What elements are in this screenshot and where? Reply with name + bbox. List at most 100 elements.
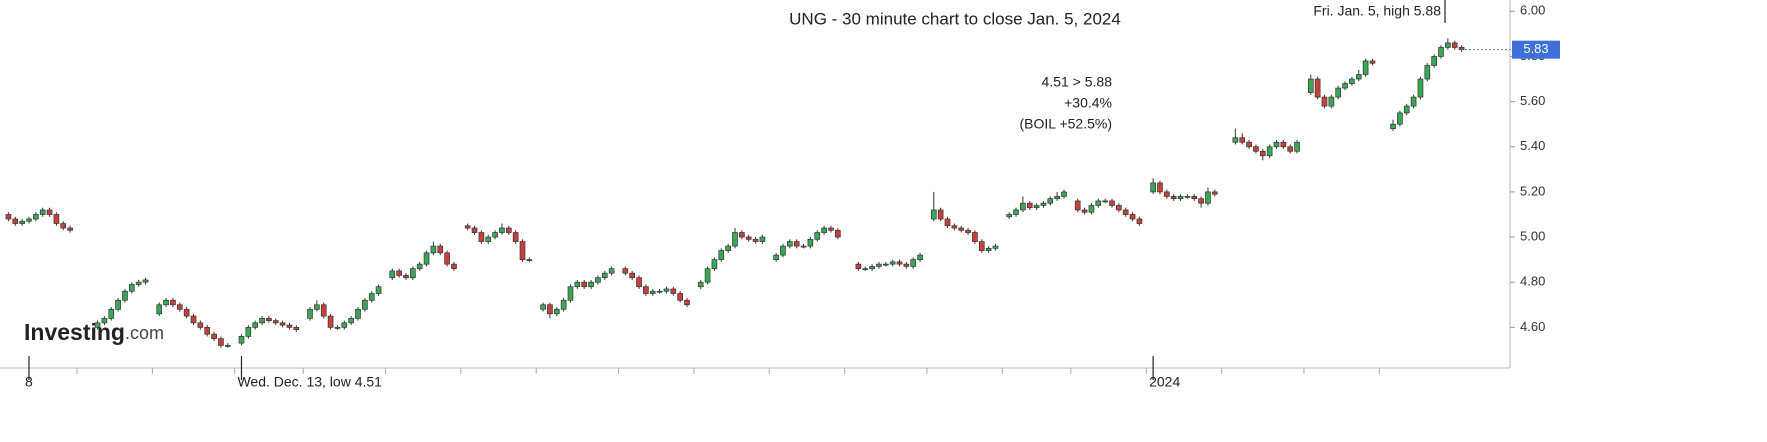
candle-body	[293, 327, 300, 330]
candle-body	[1335, 87, 1342, 98]
candle-body	[1451, 42, 1458, 48]
candle-body	[821, 227, 827, 233]
candle-body	[1177, 196, 1184, 200]
candle-body	[1390, 123, 1396, 130]
y-tick-label: 5.60	[1520, 93, 1545, 108]
annotation: +30.4%	[1064, 95, 1112, 111]
candle-body	[115, 299, 121, 310]
candle-body	[1191, 196, 1198, 200]
y-tick-label: 4.60	[1520, 319, 1545, 334]
candle-body	[1198, 198, 1204, 204]
candle-body	[1410, 96, 1417, 107]
candle-body	[108, 308, 115, 319]
candle-body	[834, 229, 841, 238]
candle-body	[649, 290, 656, 294]
candle-body	[526, 259, 533, 261]
candle-body	[1122, 209, 1129, 215]
candle-body	[485, 236, 492, 242]
candle-body	[965, 229, 971, 233]
candle-body	[574, 281, 581, 288]
candle-body	[327, 315, 334, 328]
candle-body	[1424, 65, 1431, 80]
candle-body	[1349, 78, 1355, 84]
candle-body	[471, 227, 478, 233]
candle-body	[286, 324, 293, 328]
candle-body	[128, 284, 135, 292]
candle-body	[1013, 209, 1019, 215]
candle-body	[896, 261, 903, 265]
candle-body	[560, 299, 567, 310]
candle-body	[903, 263, 910, 267]
candle-body	[451, 263, 457, 270]
candle-body	[1006, 214, 1012, 218]
candle-body	[732, 232, 738, 247]
candle-body	[1116, 205, 1122, 211]
candle-body	[992, 245, 999, 249]
candle-body	[135, 281, 142, 285]
candle-body	[67, 227, 73, 231]
candle-body	[1074, 200, 1081, 211]
candle-body	[334, 327, 341, 329]
candle-body	[793, 241, 800, 247]
candle-body	[1397, 112, 1403, 125]
candle-body	[601, 272, 608, 279]
candle-body	[1095, 200, 1102, 206]
candle-body	[1040, 202, 1047, 206]
candle-body	[314, 304, 320, 310]
candle-body	[218, 338, 224, 346]
y-tick-label: 6.00	[1520, 3, 1545, 18]
candle-body	[1342, 83, 1348, 89]
candle-body	[684, 299, 690, 306]
candle-body	[1061, 191, 1067, 197]
candle-body	[718, 250, 725, 260]
candle-body	[101, 317, 108, 324]
candle-body	[869, 266, 875, 270]
candle-body	[553, 308, 560, 315]
candle-body	[416, 263, 423, 270]
candle-body	[348, 317, 354, 324]
candle-body	[444, 252, 450, 265]
candle-body	[60, 223, 67, 229]
candle-body	[1307, 78, 1314, 93]
candle-body	[581, 281, 588, 288]
candle-body	[704, 268, 711, 283]
candle-body	[1266, 146, 1273, 157]
candle-body	[978, 241, 985, 251]
watermark: Investing.com	[24, 319, 164, 345]
candle-body	[94, 322, 101, 328]
candle-body	[176, 304, 183, 310]
candle-body	[1253, 146, 1259, 152]
candle-body	[636, 277, 642, 288]
candle-body	[862, 268, 869, 271]
candle-body	[396, 270, 402, 276]
candle-body	[567, 286, 574, 301]
candle-body	[368, 293, 375, 301]
candle-body	[725, 245, 731, 251]
candle-body	[752, 238, 759, 242]
candle-body	[46, 209, 53, 215]
candle-body	[26, 218, 32, 222]
candle-body	[1102, 200, 1108, 203]
candle-body	[629, 272, 636, 279]
candle-body	[375, 286, 382, 294]
candle-body	[499, 227, 505, 233]
candle-body	[163, 299, 169, 306]
candle-body	[787, 241, 793, 247]
candle-body	[245, 327, 252, 337]
candle-body	[1170, 196, 1177, 200]
candle-body	[437, 245, 444, 254]
candle-body	[478, 232, 485, 242]
candle-body	[547, 304, 553, 315]
candle-body	[122, 290, 128, 301]
candle-body	[170, 299, 176, 306]
candle-body	[423, 252, 430, 265]
candle-body	[807, 238, 814, 247]
candle-body	[279, 322, 286, 326]
candle-body	[1033, 205, 1040, 209]
candle-body	[362, 299, 368, 310]
candle-body	[1081, 209, 1088, 213]
candle-body	[1136, 218, 1143, 224]
candle-body	[512, 232, 519, 242]
candle-body	[224, 345, 231, 347]
